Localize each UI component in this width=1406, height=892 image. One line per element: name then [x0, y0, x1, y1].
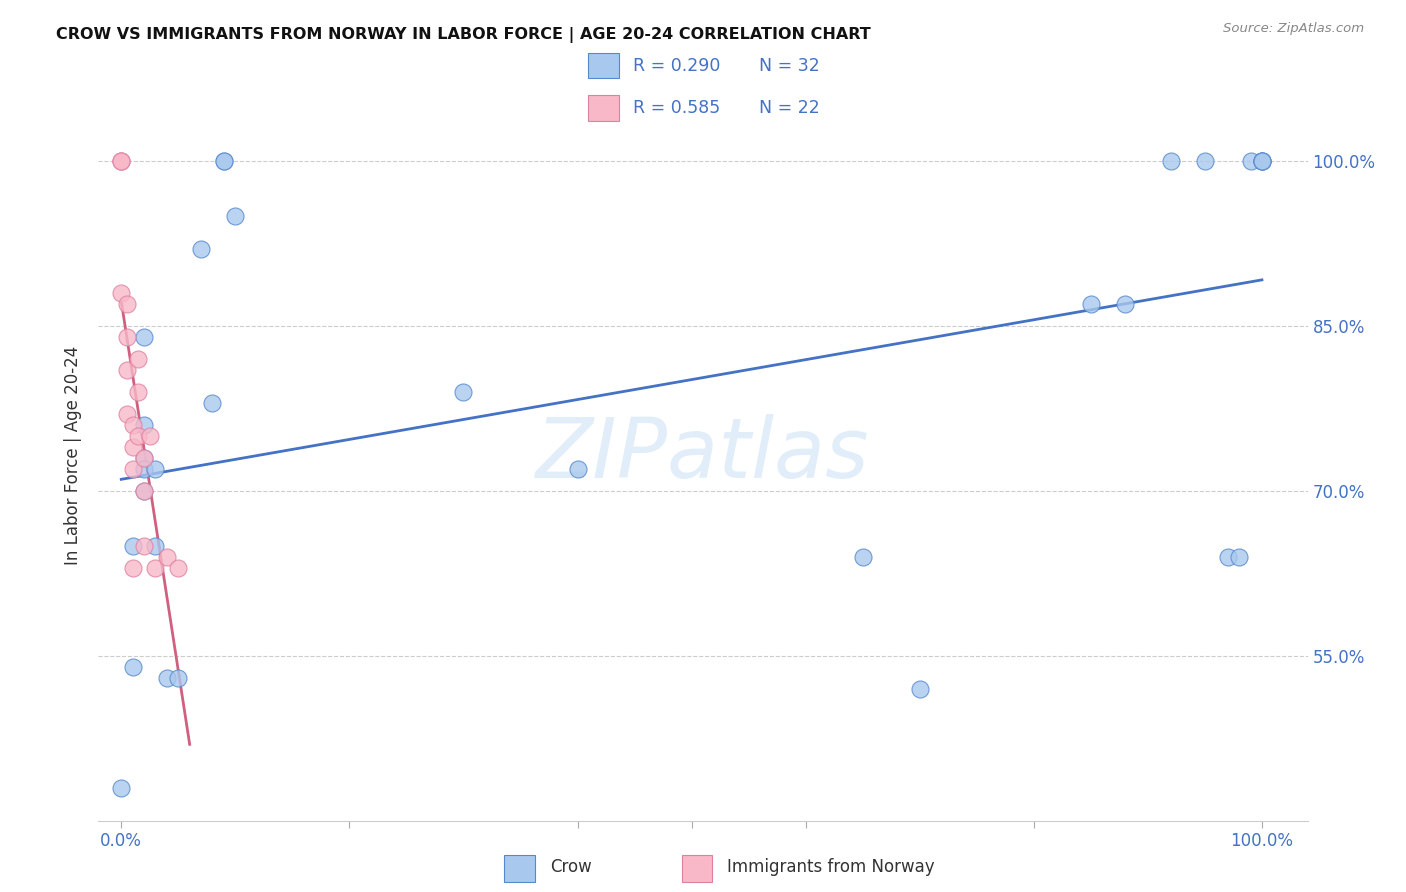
Point [110, 153, 132, 168]
Point [1227, 549, 1250, 564]
Point [145, 461, 167, 475]
Point [132, 483, 155, 498]
Text: ZIPatlas: ZIPatlas [536, 415, 870, 495]
Point [132, 461, 155, 475]
Text: N = 32: N = 32 [759, 57, 820, 75]
Point [1251, 153, 1274, 168]
Point [110, 153, 132, 168]
Bar [682, 855, 711, 881]
Point [145, 539, 167, 553]
Point [110, 285, 132, 300]
Point [127, 428, 149, 442]
Point [1114, 296, 1136, 310]
Point [115, 362, 138, 376]
Point [115, 407, 138, 421]
Point [567, 461, 589, 475]
Point [201, 395, 224, 409]
Point [1251, 153, 1274, 168]
Point [121, 560, 143, 574]
Point [1160, 153, 1182, 168]
Point [121, 461, 143, 475]
Point [145, 560, 167, 574]
Point [121, 539, 143, 553]
Point [121, 440, 143, 454]
Point [132, 539, 155, 553]
Point [224, 209, 246, 223]
Point [110, 780, 132, 795]
Point [132, 450, 155, 465]
Point [132, 417, 155, 432]
Point [167, 560, 190, 574]
Point [852, 549, 875, 564]
Point [1251, 153, 1274, 168]
Point [1251, 153, 1274, 168]
Point [1080, 296, 1102, 310]
Bar [588, 95, 619, 120]
Point [1194, 153, 1216, 168]
Text: R = 0.585: R = 0.585 [633, 99, 720, 117]
Text: N = 22: N = 22 [759, 99, 820, 117]
Point [115, 329, 138, 343]
Bar [588, 54, 619, 78]
Point [121, 659, 143, 673]
Point [156, 549, 179, 564]
Point [127, 351, 149, 366]
Bar [505, 855, 534, 881]
Point [167, 671, 190, 685]
Point [212, 153, 235, 168]
Text: R = 0.290: R = 0.290 [633, 57, 720, 75]
Point [121, 417, 143, 432]
Text: Crow: Crow [550, 858, 592, 877]
Point [139, 428, 162, 442]
Point [156, 671, 179, 685]
Point [110, 153, 132, 168]
Text: Source: ZipAtlas.com: Source: ZipAtlas.com [1223, 22, 1364, 36]
Point [115, 296, 138, 310]
Point [127, 384, 149, 399]
Text: CROW VS IMMIGRANTS FROM NORWAY IN LABOR FORCE | AGE 20-24 CORRELATION CHART: CROW VS IMMIGRANTS FROM NORWAY IN LABOR … [56, 27, 870, 43]
Point [190, 242, 212, 256]
Point [1239, 153, 1261, 168]
Point [132, 450, 155, 465]
Point [908, 681, 931, 696]
Point [132, 329, 155, 343]
Point [212, 153, 235, 168]
Point [1216, 549, 1239, 564]
Point [453, 384, 475, 399]
Y-axis label: In Labor Force | Age 20-24: In Labor Force | Age 20-24 [65, 345, 83, 565]
Text: Immigrants from Norway: Immigrants from Norway [727, 858, 935, 877]
Point [132, 483, 155, 498]
